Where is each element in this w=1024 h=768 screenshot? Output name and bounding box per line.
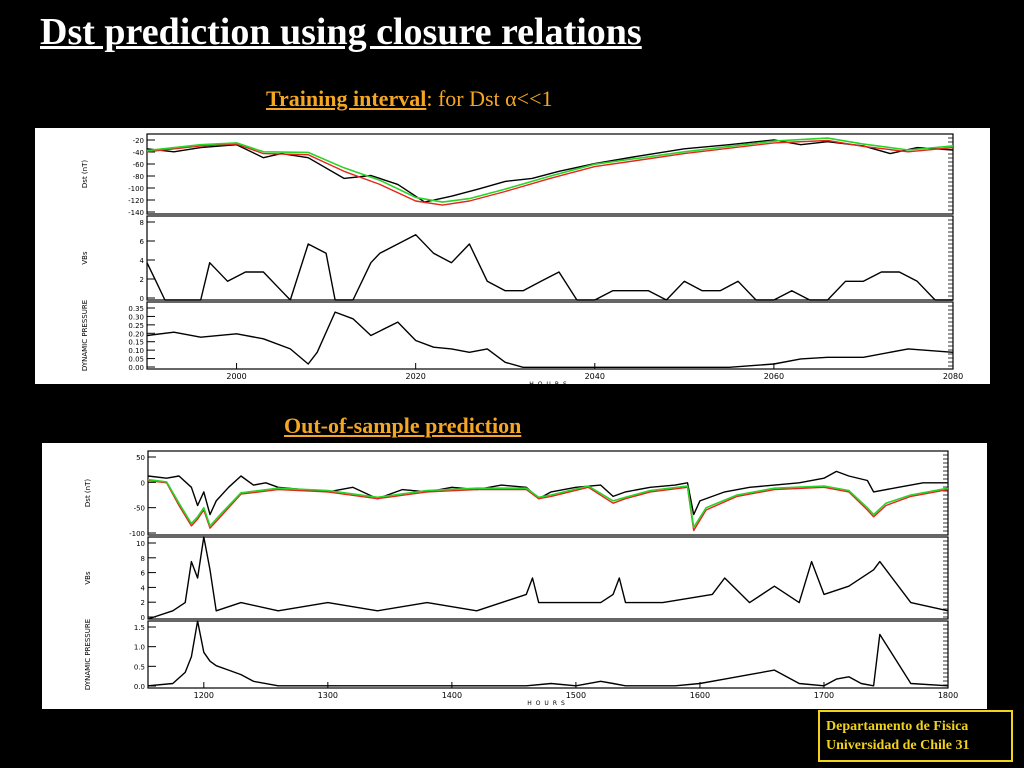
- series-line-observed: [146, 139, 954, 203]
- x-tick-label: 2000: [226, 372, 246, 381]
- x-tick-label: 1300: [318, 691, 338, 700]
- x-tick-label: 1600: [690, 691, 710, 700]
- y-axis-label: DYNAMIC PRESSURE: [84, 619, 92, 690]
- training-chart-panel: -20 -40 -60 -80 -100 -120 -140 Dst (nT) 8 6 4 2 0 VBs…: [35, 128, 990, 384]
- y-tick-label: 0: [140, 295, 144, 303]
- out-of-sample-chart: 50 0 -50 -100 Dst (nT) 10 8 6 4 2 0 VBs 1.5 1.0 0.5 0.0…: [84, 450, 958, 707]
- x-tick-label: 2080: [943, 372, 963, 381]
- x-axis-label: HOURS: [529, 381, 571, 384]
- series-line-VBs: [147, 536, 949, 620]
- y-tick-label: -50: [134, 505, 145, 513]
- y-tick-label: -40: [133, 149, 144, 157]
- y-tick-label: -80: [133, 173, 144, 181]
- training-interval-label: Training interval: [266, 86, 427, 111]
- y-tick-label: 1.0: [134, 644, 145, 652]
- footer-box: Departamento de Fisica Universidad de Ch…: [818, 710, 1013, 762]
- y-tick-label: 0: [141, 479, 145, 487]
- training-interval-caption: Training interval: for Dst α<<1: [266, 86, 553, 112]
- y-tick-label: 10: [136, 540, 145, 548]
- y-tick-label: 50: [136, 454, 145, 462]
- plot-frame: [146, 215, 954, 301]
- plot-frame: [147, 620, 949, 689]
- x-tick-label: 2020: [405, 372, 425, 381]
- y-axis-label: Dst (nT): [81, 160, 89, 188]
- out-of-sample-caption: Out-of-sample prediction: [284, 413, 521, 439]
- y-tick-label: 6: [141, 570, 146, 578]
- plot-frame: [146, 301, 954, 370]
- x-tick-label: 1400: [442, 691, 462, 700]
- y-axis-label: VBs: [84, 571, 92, 585]
- y-tick-label: -100: [129, 530, 145, 538]
- y-tick-label: 0.20: [128, 330, 144, 338]
- series-line-pressure: [147, 620, 949, 687]
- y-tick-label: 0.0: [134, 683, 145, 691]
- x-tick-label: 1500: [566, 691, 586, 700]
- x-tick-label: 1200: [194, 691, 214, 700]
- y-tick-label: 8: [140, 219, 144, 227]
- y-tick-label: 4: [140, 257, 145, 265]
- out-of-sample-label: Out-of-sample prediction: [284, 413, 522, 438]
- y-axis-label: Dst (nT): [84, 479, 92, 507]
- x-tick-label: 2040: [585, 372, 605, 381]
- series-line-model-green: [146, 137, 954, 203]
- training-interval-condition: : for Dst α<<1: [426, 86, 553, 111]
- y-tick-label: 0.30: [128, 313, 144, 321]
- plot-frame: [147, 450, 949, 536]
- y-tick-label: 0.15: [128, 339, 144, 347]
- y-tick-label: -140: [128, 209, 144, 217]
- training-chart: -20 -40 -60 -80 -100 -120 -140 Dst (nT) 8 6 4 2 0 VBs…: [81, 133, 963, 384]
- y-tick-label: 0.00: [128, 364, 144, 372]
- y-tick-label: -20: [133, 137, 144, 145]
- y-axis-label: VBs: [81, 251, 89, 265]
- y-tick-label: -60: [133, 161, 144, 169]
- y-tick-label: 0: [141, 614, 145, 622]
- series-line-model-red: [146, 139, 954, 206]
- out-of-sample-chart-panel: 50 0 -50 -100 Dst (nT) 10 8 6 4 2 0 VBs 1.5 1.0 0.5 0.0…: [42, 443, 987, 709]
- y-tick-label: 0.25: [128, 322, 144, 330]
- plot-frame: [147, 536, 949, 620]
- footer-department: Departamento de Fisica: [826, 719, 969, 734]
- series-line-VBs: [146, 233, 953, 301]
- x-axis-label: HOURS: [527, 700, 569, 707]
- y-tick-label: 6: [140, 238, 145, 246]
- footer-university: Universidad de Chile 31: [826, 738, 970, 753]
- y-tick-label: 0.05: [128, 356, 144, 364]
- series-line-model-red: [147, 479, 949, 532]
- y-tick-label: -120: [128, 197, 144, 205]
- series-line-model-green: [147, 478, 949, 529]
- slide-title: Dst prediction using closure relations: [40, 11, 642, 53]
- y-tick-label: 2: [141, 599, 145, 607]
- y-axis-label: DYNAMIC PRESSURE: [81, 300, 89, 371]
- x-tick-label: 1800: [938, 691, 958, 700]
- series-line-pressure: [146, 311, 954, 369]
- y-tick-label: 0.35: [128, 305, 144, 313]
- x-tick-label: 1700: [814, 691, 834, 700]
- y-tick-label: 2: [140, 276, 144, 284]
- y-tick-label: 0.10: [128, 347, 144, 355]
- series-line-observed: [147, 470, 948, 516]
- y-tick-label: 0.5: [134, 663, 145, 671]
- y-tick-label: 8: [141, 555, 145, 563]
- y-tick-label: 1.5: [134, 624, 145, 632]
- y-tick-label: 4: [141, 584, 146, 592]
- x-tick-label: 2060: [764, 372, 784, 381]
- y-tick-label: -100: [128, 185, 144, 193]
